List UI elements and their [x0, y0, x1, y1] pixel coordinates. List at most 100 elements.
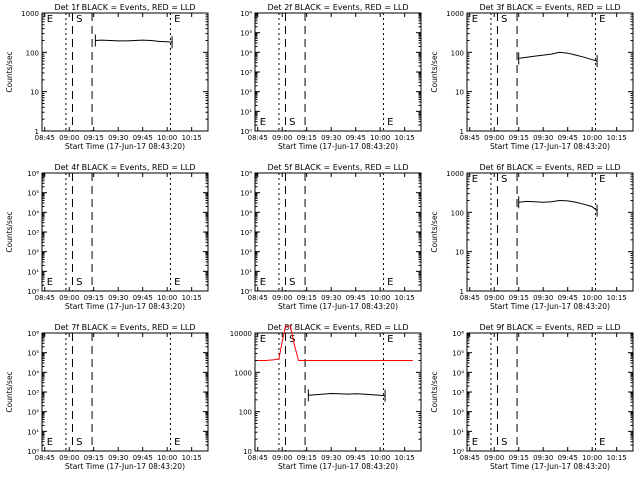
- y-tick-label: 10⁰: [452, 448, 464, 456]
- x-axis-label: Start Time (17-Jun-17 08:43:20): [65, 142, 185, 151]
- y-tick-label: 100: [239, 409, 252, 417]
- plot-frame: [41, 12, 209, 132]
- x-tick-label: 09:00: [272, 134, 292, 142]
- x-tick-label: 09:45: [558, 454, 578, 462]
- y-axis-label: Counts/sec: [5, 371, 14, 412]
- event-marker-e: E: [472, 14, 478, 25]
- x-tick-label: 10:15: [607, 134, 627, 142]
- y-tick-label: 10⁵: [27, 350, 39, 358]
- event-marker-e: E: [260, 117, 266, 128]
- y-tick-label: 10⁵: [27, 190, 39, 198]
- y-tick-label: 10³: [240, 229, 252, 237]
- event-marker-e: E: [599, 14, 605, 25]
- event-marker-e: E: [599, 174, 605, 185]
- plot-frame: [466, 332, 634, 452]
- x-tick-label: 08:45: [460, 454, 480, 462]
- chart-title: Det 3f BLACK = Events, RED = LLD: [479, 3, 620, 12]
- x-tick-label: 09:45: [346, 294, 366, 302]
- y-tick-label: 1: [460, 288, 464, 296]
- y-tick-label: 10²: [27, 249, 39, 257]
- y-tick-label: 100: [451, 49, 464, 57]
- event-marker-s: S: [76, 277, 82, 288]
- y-tick-label: 10³: [27, 229, 39, 237]
- y-tick-label: 10⁶: [27, 170, 39, 178]
- x-tick-label: 09:15: [84, 134, 104, 142]
- x-axis-label: Start Time (17-Jun-17 08:43:20): [278, 142, 398, 151]
- plot-frame: [254, 172, 422, 292]
- y-axis-label: Counts/sec: [5, 211, 14, 252]
- chart-title: Det 6f BLACK = Events, RED = LLD: [479, 163, 620, 172]
- x-tick-label: 09:15: [297, 294, 317, 302]
- y-tick-label: 10²: [240, 89, 252, 97]
- x-axis-label: Start Time (17-Jun-17 08:43:20): [490, 302, 610, 311]
- y-tick-label: 10: [30, 89, 39, 97]
- y-tick-label: 10²: [452, 409, 464, 417]
- x-tick-label: 10:00: [157, 134, 177, 142]
- y-tick-label: 10²: [27, 409, 39, 417]
- x-tick-label: 09:30: [108, 294, 128, 302]
- detector-panel-9: Det 9f BLACK = Events, RED = LLD 08:45 09:…: [430, 323, 634, 471]
- y-tick-label: 10¹: [27, 268, 39, 276]
- x-tick-label: 09:30: [108, 134, 128, 142]
- event-marker-e: E: [174, 277, 180, 288]
- x-tick-label: 09:45: [133, 134, 153, 142]
- y-tick-label: 1000: [234, 369, 252, 377]
- x-tick-label: 09:30: [533, 134, 553, 142]
- x-tick-label: 08:45: [35, 294, 55, 302]
- events-series-line: [518, 51, 598, 62]
- detector-panel-7: Det 7f BLACK = Events, RED = LLD 08:45 09:…: [5, 323, 209, 471]
- event-marker-e: E: [599, 437, 605, 448]
- event-marker-e: E: [260, 334, 266, 345]
- x-tick-label: 09:45: [346, 454, 366, 462]
- x-tick-label: 09:15: [509, 134, 529, 142]
- x-tick-label: 10:15: [395, 294, 415, 302]
- y-axis-label: Counts/sec: [430, 371, 439, 412]
- chart-title: Det 2f BLACK = Events, RED = LLD: [267, 3, 408, 12]
- y-tick-label: 10: [455, 89, 464, 97]
- y-tick-label: 100: [451, 209, 464, 217]
- event-marker-e: E: [472, 437, 478, 448]
- x-tick-label: 09:30: [321, 134, 341, 142]
- x-tick-label: 09:30: [108, 454, 128, 462]
- event-marker-s: S: [76, 14, 82, 25]
- x-tick-label: 10:15: [182, 134, 202, 142]
- event-marker-s: S: [501, 437, 507, 448]
- x-tick-label: 10:15: [182, 454, 202, 462]
- x-tick-label: 09:30: [321, 454, 341, 462]
- y-tick-label: 10⁴: [27, 369, 39, 377]
- x-axis-label: Start Time (17-Jun-17 08:43:20): [278, 302, 398, 311]
- x-tick-label: 08:45: [35, 454, 55, 462]
- x-tick-label: 09:15: [84, 454, 104, 462]
- events-series-line: [95, 39, 173, 43]
- y-tick-label: 1000: [446, 10, 464, 18]
- x-tick-label: 09:00: [272, 454, 292, 462]
- x-tick-label: 08:45: [248, 294, 268, 302]
- y-tick-label: 10⁴: [452, 369, 464, 377]
- x-tick-label: 09:45: [558, 294, 578, 302]
- y-tick-label: 10⁴: [240, 209, 252, 217]
- x-tick-label: 09:45: [558, 134, 578, 142]
- event-marker-e: E: [47, 277, 53, 288]
- x-tick-label: 10:15: [182, 294, 202, 302]
- x-tick-label: 10:00: [157, 294, 177, 302]
- x-tick-label: 09:00: [484, 294, 504, 302]
- y-tick-label: 10⁴: [27, 209, 39, 217]
- chart-title: Det 9f BLACK = Events, RED = LLD: [479, 323, 620, 332]
- x-tick-label: 08:45: [460, 134, 480, 142]
- plot-frame: [41, 332, 209, 452]
- chart-title: Det 4f BLACK = Events, RED = LLD: [54, 163, 195, 172]
- x-axis-label: Start Time (17-Jun-17 08:43:20): [490, 462, 610, 471]
- y-tick-label: 10: [455, 249, 464, 257]
- x-tick-label: 09:45: [346, 134, 366, 142]
- x-tick-label: 09:45: [133, 454, 153, 462]
- event-marker-s: S: [289, 334, 295, 345]
- x-tick-label: 08:45: [460, 294, 480, 302]
- x-tick-label: 09:15: [297, 454, 317, 462]
- y-tick-label: 10¹: [240, 108, 252, 116]
- event-marker-e: E: [387, 277, 393, 288]
- x-tick-label: 10:00: [582, 134, 602, 142]
- y-tick-label: 10¹: [452, 428, 464, 436]
- x-tick-label: 08:45: [248, 134, 268, 142]
